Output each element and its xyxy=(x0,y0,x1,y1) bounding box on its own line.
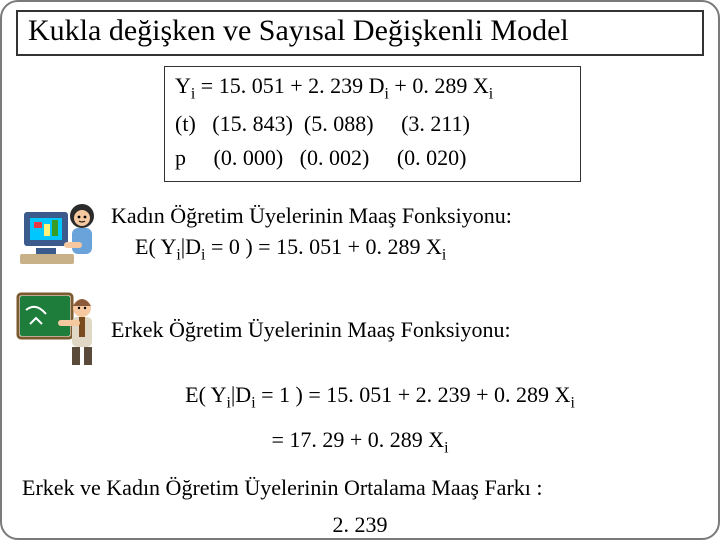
regression-box: Yi = 15. 051 + 2. 239 Di + 0. 289 Xi (t)… xyxy=(164,66,581,182)
p1: (0. 000) xyxy=(214,145,284,170)
diff-value: 2. 239 xyxy=(16,510,704,541)
p-label: p xyxy=(175,145,186,170)
female-text: Kadın Öğretim Üyelerinin Maaş Fonksiyonu… xyxy=(111,201,512,266)
p2: (0. 002) xyxy=(300,145,370,170)
male-result: = 17. 29 + 0. 289 Xi xyxy=(16,425,704,460)
male-heading-wrap: Erkek Öğretim Üyelerinin Maaş Fonksiyonu… xyxy=(111,315,511,346)
p-values-line: p (0. 000) (0. 002) (0. 020) xyxy=(175,141,570,175)
male-heading: Erkek Öğretim Üyelerinin Maaş Fonksiyonu… xyxy=(111,315,511,346)
t1: (15. 843) xyxy=(212,111,293,136)
equation-line: Yi = 15. 051 + 2. 239 Di + 0. 289 Xi xyxy=(175,69,570,107)
eq-terms2: + 0. 289 X xyxy=(389,73,489,98)
female-section: Kadın Öğretim Üyelerinin Maaş Fonksiyonu… xyxy=(16,194,704,274)
male-section: Erkek Öğretim Üyelerinin Maaş Fonksiyonu… xyxy=(16,290,704,370)
t3: (3. 211) xyxy=(401,111,470,136)
sub-i: i xyxy=(442,247,446,264)
female-formula: E( Yi|Di = 0 ) = 15. 051 + 0. 289 Xi xyxy=(111,232,512,267)
clipart-woman-computer xyxy=(16,194,111,274)
sub-i: i xyxy=(444,439,448,456)
m-result-text: = 17. 29 + 0. 289 X xyxy=(271,427,444,452)
diff-heading: Erkek ve Kadın Öğretim Üyelerinin Ortala… xyxy=(16,473,704,504)
slide-frame: Kukla değişken ve Sayısal Değişkenli Mod… xyxy=(0,0,720,540)
male-formula: E( Yi|Di = 1 ) = 15. 051 + 2. 239 + 0. 2… xyxy=(16,380,704,415)
t-stats-line: (t) (15. 843) (5. 088) (3. 211) xyxy=(175,107,570,141)
f-fb: |D xyxy=(181,234,201,259)
t-label: (t) xyxy=(175,111,196,136)
m-fb: |D xyxy=(231,382,251,407)
t2: (5. 088) xyxy=(304,111,374,136)
eq-y: Y xyxy=(175,73,191,98)
f-fa: E( Y xyxy=(135,234,176,259)
m-fa: E( Y xyxy=(185,382,226,407)
f-fc: = 0 ) = 15. 051 + 0. 289 X xyxy=(205,234,441,259)
m-fc: = 1 ) = 15. 051 + 2. 239 + 0. 289 X xyxy=(256,382,571,407)
sub-i: i xyxy=(489,85,493,102)
female-heading: Kadın Öğretim Üyelerinin Maaş Fonksiyonu… xyxy=(111,201,512,232)
slide-title: Kukla değişken ve Sayısal Değişkenli Mod… xyxy=(16,10,704,56)
eq-terms1: = 15. 051 + 2. 239 D xyxy=(195,73,384,98)
p3: (0. 020) xyxy=(397,145,467,170)
sub-i: i xyxy=(570,395,574,412)
clipart-man-chalkboard xyxy=(16,290,111,370)
